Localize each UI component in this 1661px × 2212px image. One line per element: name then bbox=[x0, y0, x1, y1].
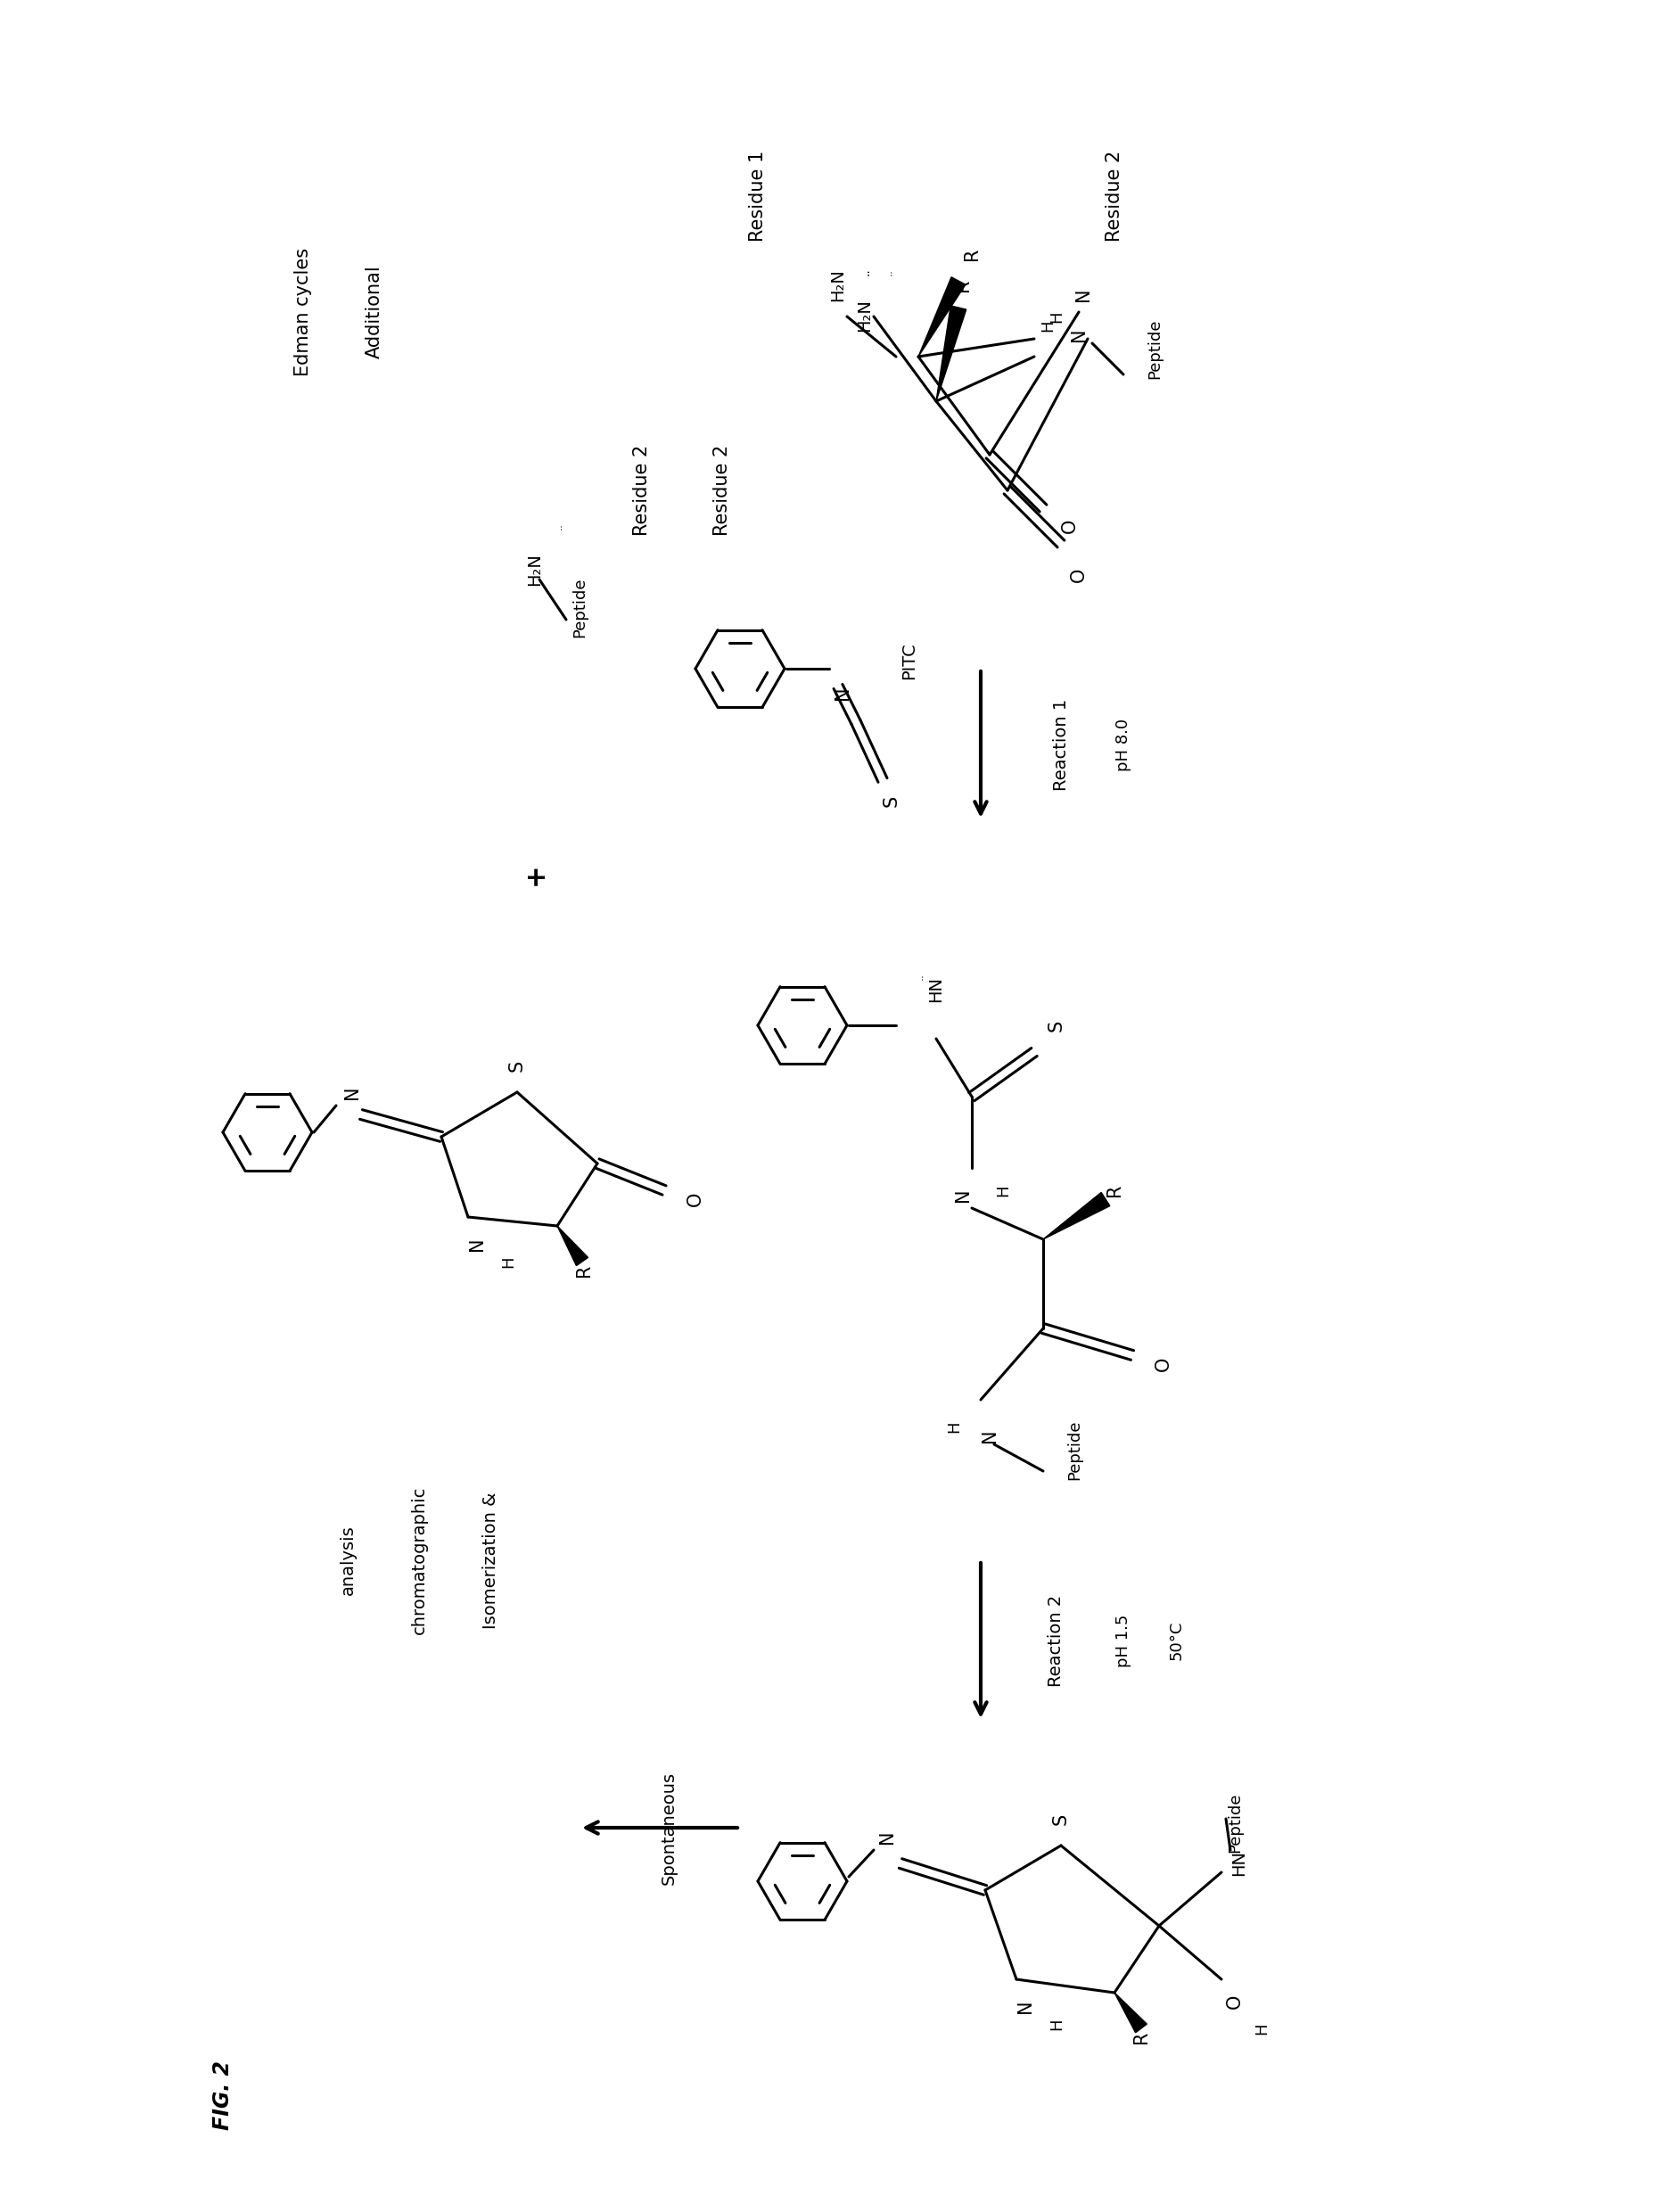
Text: Residue 2: Residue 2 bbox=[633, 445, 651, 535]
Text: H₂N: H₂N bbox=[829, 270, 847, 301]
Text: pH 8.0: pH 8.0 bbox=[1115, 719, 1131, 770]
Text: Peptide: Peptide bbox=[1227, 1792, 1242, 1851]
Text: S: S bbox=[1051, 1814, 1070, 1825]
Text: S: S bbox=[508, 1060, 527, 1071]
Text: O: O bbox=[1070, 568, 1088, 582]
Polygon shape bbox=[919, 276, 965, 356]
Text: O: O bbox=[1154, 1356, 1173, 1371]
Text: N: N bbox=[980, 1429, 998, 1442]
Text: Isomerization &: Isomerization & bbox=[482, 1491, 498, 1628]
Text: Edman cycles: Edman cycles bbox=[294, 248, 312, 376]
Text: N: N bbox=[879, 1829, 895, 1843]
Text: N: N bbox=[1070, 327, 1088, 341]
Text: Reaction 2: Reaction 2 bbox=[1048, 1595, 1065, 1686]
Text: ··: ·· bbox=[864, 268, 875, 276]
Text: analysis: analysis bbox=[339, 1524, 355, 1595]
Text: N: N bbox=[468, 1237, 487, 1250]
Text: Spontaneous: Spontaneous bbox=[659, 1772, 678, 1885]
Text: R: R bbox=[575, 1263, 593, 1276]
Text: H: H bbox=[1040, 319, 1056, 332]
Text: N: N bbox=[1017, 2000, 1035, 2013]
Polygon shape bbox=[1115, 1993, 1146, 2033]
Text: O: O bbox=[686, 1192, 704, 1206]
Text: Additional: Additional bbox=[365, 265, 384, 358]
Text: Peptide: Peptide bbox=[1146, 319, 1163, 378]
Text: ··: ·· bbox=[556, 522, 568, 529]
Polygon shape bbox=[937, 305, 967, 400]
Text: HN: HN bbox=[1231, 1849, 1247, 1876]
Text: HN: HN bbox=[928, 978, 945, 1002]
Text: R: R bbox=[1106, 1183, 1123, 1197]
Text: R: R bbox=[1133, 2031, 1149, 2044]
Text: S: S bbox=[1048, 1020, 1065, 1031]
Text: O: O bbox=[1061, 520, 1078, 533]
Text: Peptide: Peptide bbox=[571, 577, 588, 637]
Text: H₂N: H₂N bbox=[857, 299, 874, 332]
Text: pH 1.5: pH 1.5 bbox=[1115, 1615, 1131, 1668]
Text: R: R bbox=[953, 279, 972, 292]
Text: O: O bbox=[1226, 1995, 1244, 2008]
Text: H: H bbox=[1048, 2017, 1065, 2031]
Text: N: N bbox=[834, 686, 852, 699]
Text: S: S bbox=[882, 794, 900, 807]
Text: PITC: PITC bbox=[900, 641, 919, 679]
Text: +: + bbox=[522, 863, 548, 885]
Text: H: H bbox=[995, 1183, 1012, 1197]
Text: 50°C: 50°C bbox=[1169, 1621, 1184, 1661]
Text: Residue 2: Residue 2 bbox=[1106, 150, 1123, 241]
Text: N: N bbox=[953, 1188, 972, 1201]
Text: FIG. 2: FIG. 2 bbox=[213, 2059, 234, 2130]
Text: N: N bbox=[1075, 288, 1093, 301]
Polygon shape bbox=[1043, 1192, 1110, 1239]
Text: H: H bbox=[1048, 310, 1065, 323]
Text: ··: ·· bbox=[917, 973, 928, 980]
Polygon shape bbox=[556, 1225, 588, 1265]
Text: R: R bbox=[963, 248, 980, 261]
Text: Residue 2: Residue 2 bbox=[713, 445, 731, 535]
Text: H: H bbox=[500, 1256, 517, 1267]
Text: Residue 1: Residue 1 bbox=[749, 150, 767, 241]
Text: H: H bbox=[1254, 2022, 1269, 2035]
Text: H: H bbox=[947, 1420, 962, 1433]
Text: H₂N: H₂N bbox=[527, 553, 543, 586]
Text: chromatographic: chromatographic bbox=[410, 1486, 427, 1635]
Text: ··: ·· bbox=[885, 268, 897, 276]
Text: N: N bbox=[344, 1086, 360, 1099]
Text: Peptide: Peptide bbox=[1066, 1420, 1083, 1480]
Text: Reaction 1: Reaction 1 bbox=[1053, 699, 1070, 790]
